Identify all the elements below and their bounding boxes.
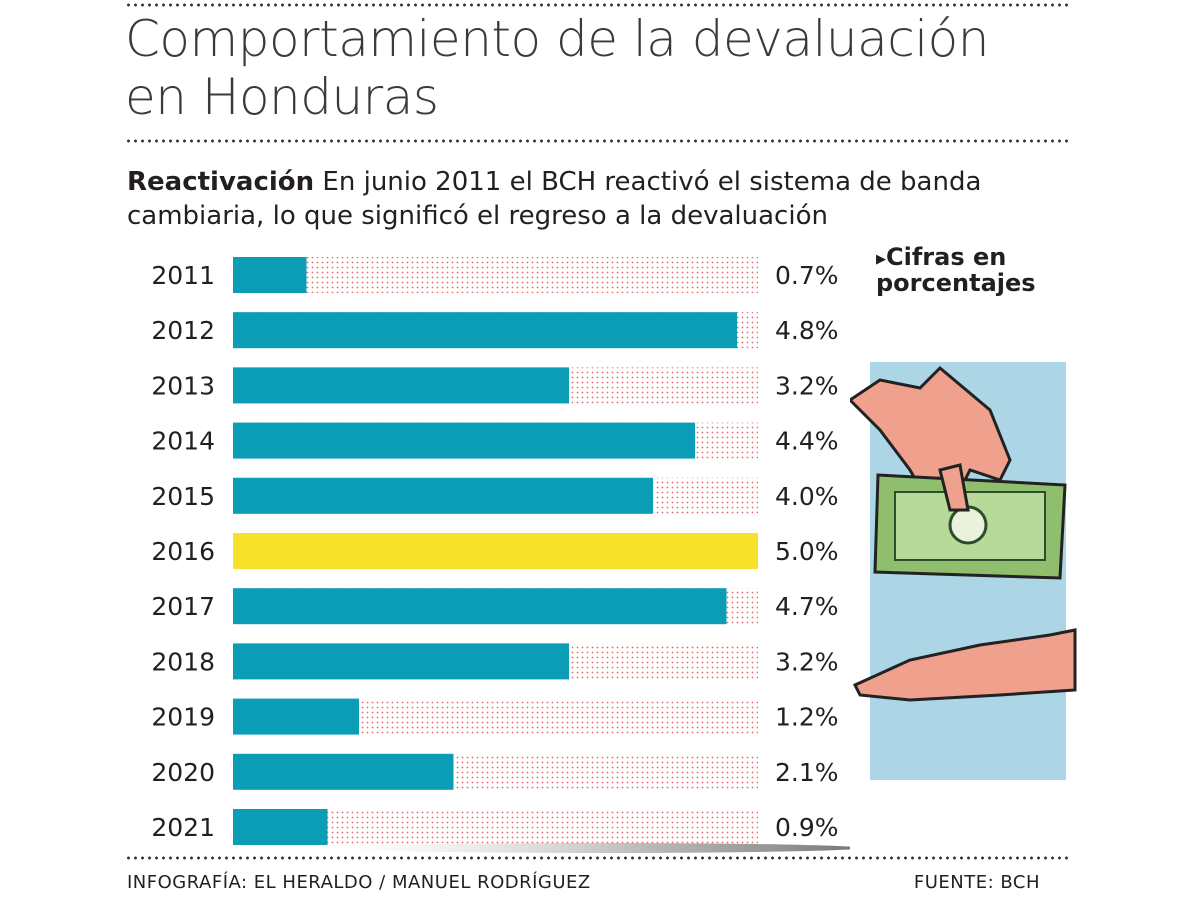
money-hands-illustration bbox=[850, 362, 1077, 780]
value-label: 3.2% bbox=[775, 371, 839, 400]
title-line-1: Comportamiento de la devaluación bbox=[125, 10, 989, 68]
divider-top bbox=[125, 3, 1070, 7]
bar-2012 bbox=[233, 312, 737, 349]
divider-bottom bbox=[125, 856, 1070, 860]
subtitle-bold: Reactivación bbox=[127, 167, 315, 197]
value-label: 2.1% bbox=[775, 758, 839, 787]
subtitle-text: En junio 2011 el BCH reactivó el sistema… bbox=[127, 167, 982, 231]
year-label: 2021 bbox=[151, 813, 215, 842]
divider-title bbox=[125, 139, 1070, 143]
year-label: 2013 bbox=[151, 371, 215, 400]
value-label: 3.2% bbox=[775, 647, 839, 676]
year-label: 2016 bbox=[151, 537, 215, 566]
unit-note-line-1: Cifras en bbox=[886, 243, 1007, 271]
bar-2011 bbox=[233, 257, 307, 293]
bar-chart: 2011 0.7% 2012 4.8% 2013 3.2% 2014 4.4% 2015 4.0%… bbox=[151, 257, 850, 853]
year-label: 2020 bbox=[151, 758, 215, 787]
unit-note-line-2: porcentajes bbox=[876, 269, 1036, 297]
value-label: 0.9% bbox=[775, 813, 839, 842]
banknote-icon bbox=[873, 463, 1067, 580]
chart-title: Comportamiento de la devaluación en Hond… bbox=[125, 10, 989, 126]
base-shadow bbox=[340, 843, 850, 853]
year-label: 2014 bbox=[151, 427, 215, 456]
bar-2015 bbox=[233, 477, 653, 514]
hand-bottom-icon bbox=[852, 628, 1077, 702]
triangle-icon: ▶ bbox=[876, 252, 886, 267]
year-label: 2019 bbox=[151, 703, 215, 732]
value-label: 0.7% bbox=[775, 261, 839, 290]
bar-2021 bbox=[233, 809, 328, 845]
unit-note: ▶Cifras en porcentajes bbox=[876, 244, 1036, 296]
bar-2019 bbox=[233, 698, 359, 735]
bar-2013 bbox=[233, 367, 569, 404]
year-label: 2015 bbox=[151, 482, 215, 511]
bar-2014 bbox=[233, 422, 695, 459]
footer-source: FUENTE: BCH bbox=[913, 872, 1040, 893]
value-label: 5.0% bbox=[775, 537, 839, 566]
bar-2017 bbox=[233, 588, 727, 625]
year-label: 2012 bbox=[151, 316, 215, 345]
value-label: 1.2% bbox=[775, 703, 839, 732]
footer-credit: INFOGRAFÍA: EL HERALDO / MANUEL RODRÍGUE… bbox=[127, 872, 591, 893]
year-label: 2017 bbox=[151, 592, 215, 621]
value-label: 4.7% bbox=[775, 592, 839, 621]
year-label: 2018 bbox=[151, 647, 215, 676]
chart-subtitle: Reactivación En junio 2011 el BCH reacti… bbox=[127, 165, 1067, 233]
value-label: 4.8% bbox=[775, 316, 839, 345]
year-label: 2011 bbox=[151, 261, 215, 290]
bar-track bbox=[233, 257, 758, 293]
bar-2018 bbox=[233, 643, 569, 680]
bar-2016 bbox=[233, 533, 758, 569]
value-label: 4.4% bbox=[775, 427, 839, 456]
title-line-2: en Honduras bbox=[125, 68, 439, 126]
value-label: 4.0% bbox=[775, 482, 839, 511]
hand-top-icon bbox=[850, 365, 1012, 512]
bar-2020 bbox=[233, 753, 454, 790]
